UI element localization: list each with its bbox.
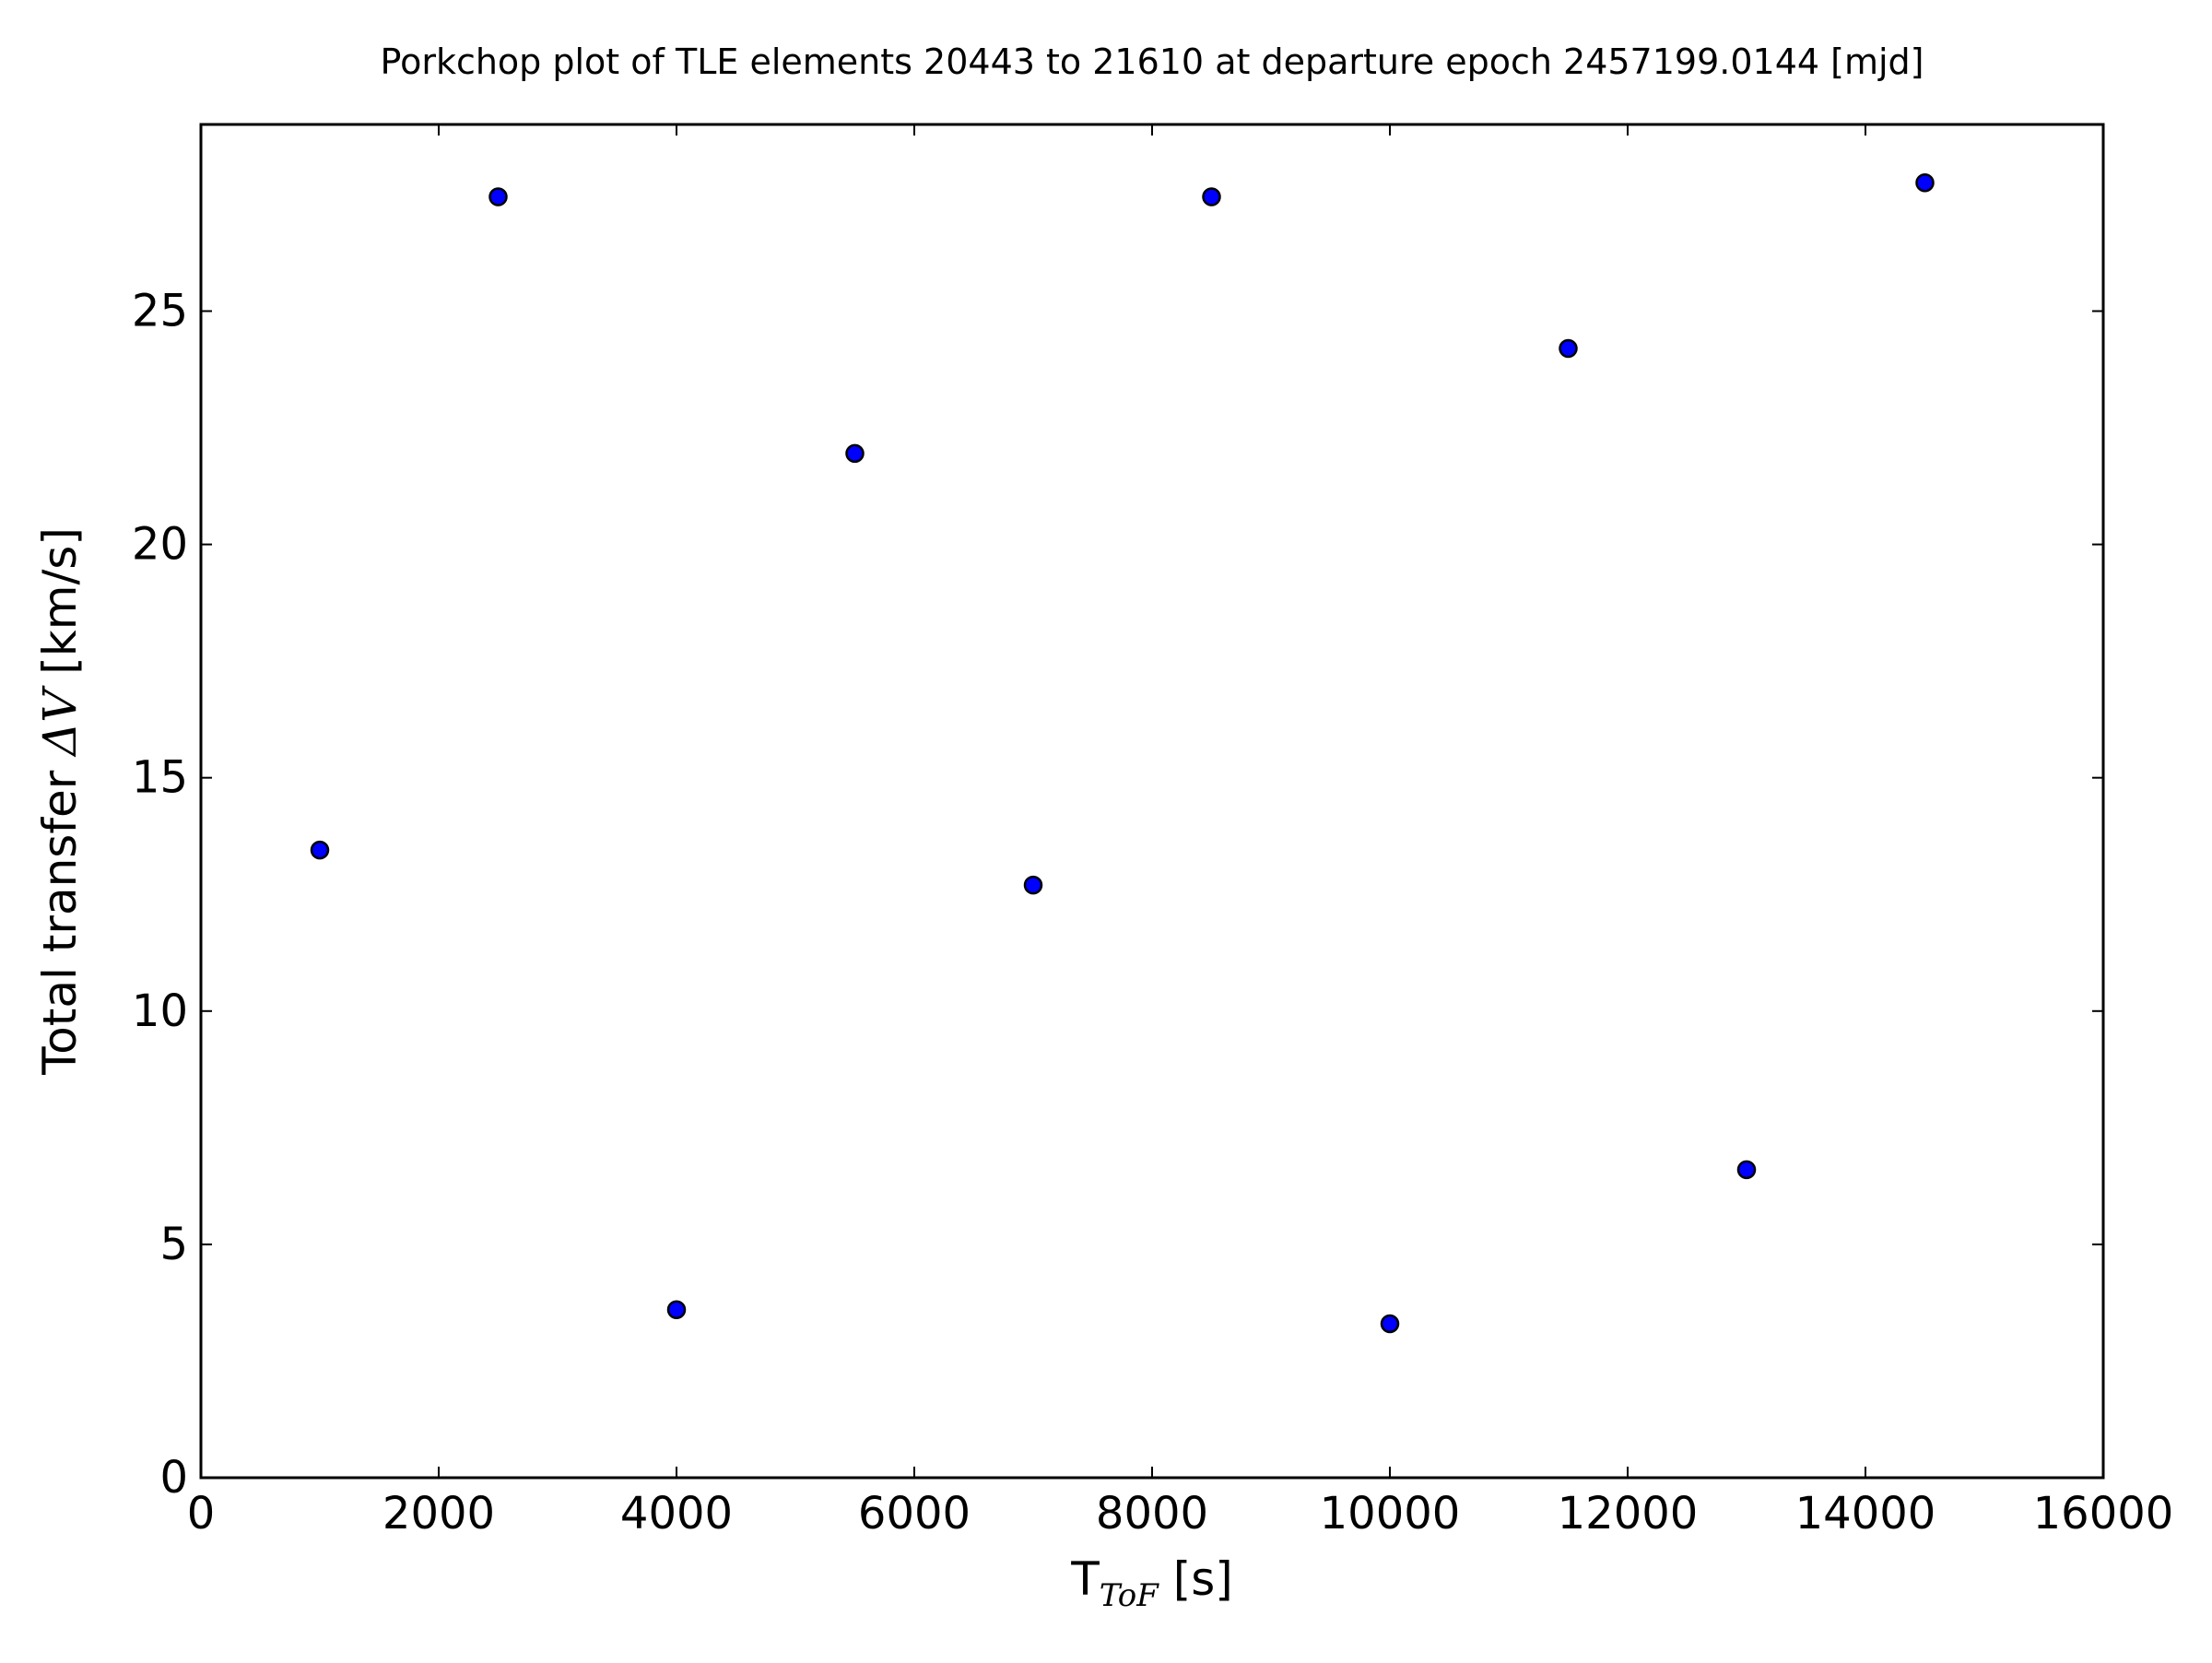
x-tick-label: 14000 [1795,1488,1936,1539]
x-axis-label-symbol: T [1070,1552,1100,1606]
scatter-point [666,1300,687,1320]
scatter-point [1915,173,1935,193]
x-axis-ticks: 0 2000 4000 6000 8000 10000 12000 14000 16000 [187,124,2174,1539]
y-axis-label-math: ΔV [33,685,87,758]
y-axis-label: Total transfer ΔV [km/s] [33,527,87,1076]
x-tick-label: 8000 [1096,1488,1208,1539]
scatter-point [1202,187,1221,206]
y-tick-label: 0 [159,1452,188,1504]
x-axis-label-subscript: ToF [1100,1577,1160,1614]
x-tick-label: 10000 [1320,1488,1461,1539]
y-axis-label-text: Total transfer [33,756,87,1076]
y-tick-label: 5 [159,1219,188,1270]
y-axis-label-unit: [km/s] [33,527,87,689]
y-tick-label: 15 [132,752,188,804]
y-tick-label: 20 [132,519,188,571]
y-axis-ticks: 0 5 10 15 20 25 [132,285,2103,1504]
scatter-point [1023,875,1043,895]
x-axis-label-unit: [s] [1159,1552,1233,1606]
chart-title: Porkchop plot of TLE elements 20443 to 2… [381,41,1924,82]
x-tick-label: 2000 [382,1488,495,1539]
x-tick-label: 16000 [2033,1488,2174,1539]
scatter-point [310,840,330,860]
data-points [310,173,1935,1334]
scatter-point [845,443,865,464]
scatter-point [1559,338,1578,359]
y-tick-label: 10 [132,985,188,1037]
scatter-point [1380,1314,1400,1334]
x-tick-label: 0 [187,1488,216,1539]
y-tick-label: 25 [132,285,188,336]
scatter-point [488,187,508,206]
x-axis-label: TToF [s] [1070,1552,1233,1614]
x-tick-label: 4000 [620,1488,733,1539]
x-tick-label: 6000 [858,1488,971,1539]
scatter-point [1736,1160,1757,1180]
x-tick-label: 12000 [1558,1488,1699,1539]
